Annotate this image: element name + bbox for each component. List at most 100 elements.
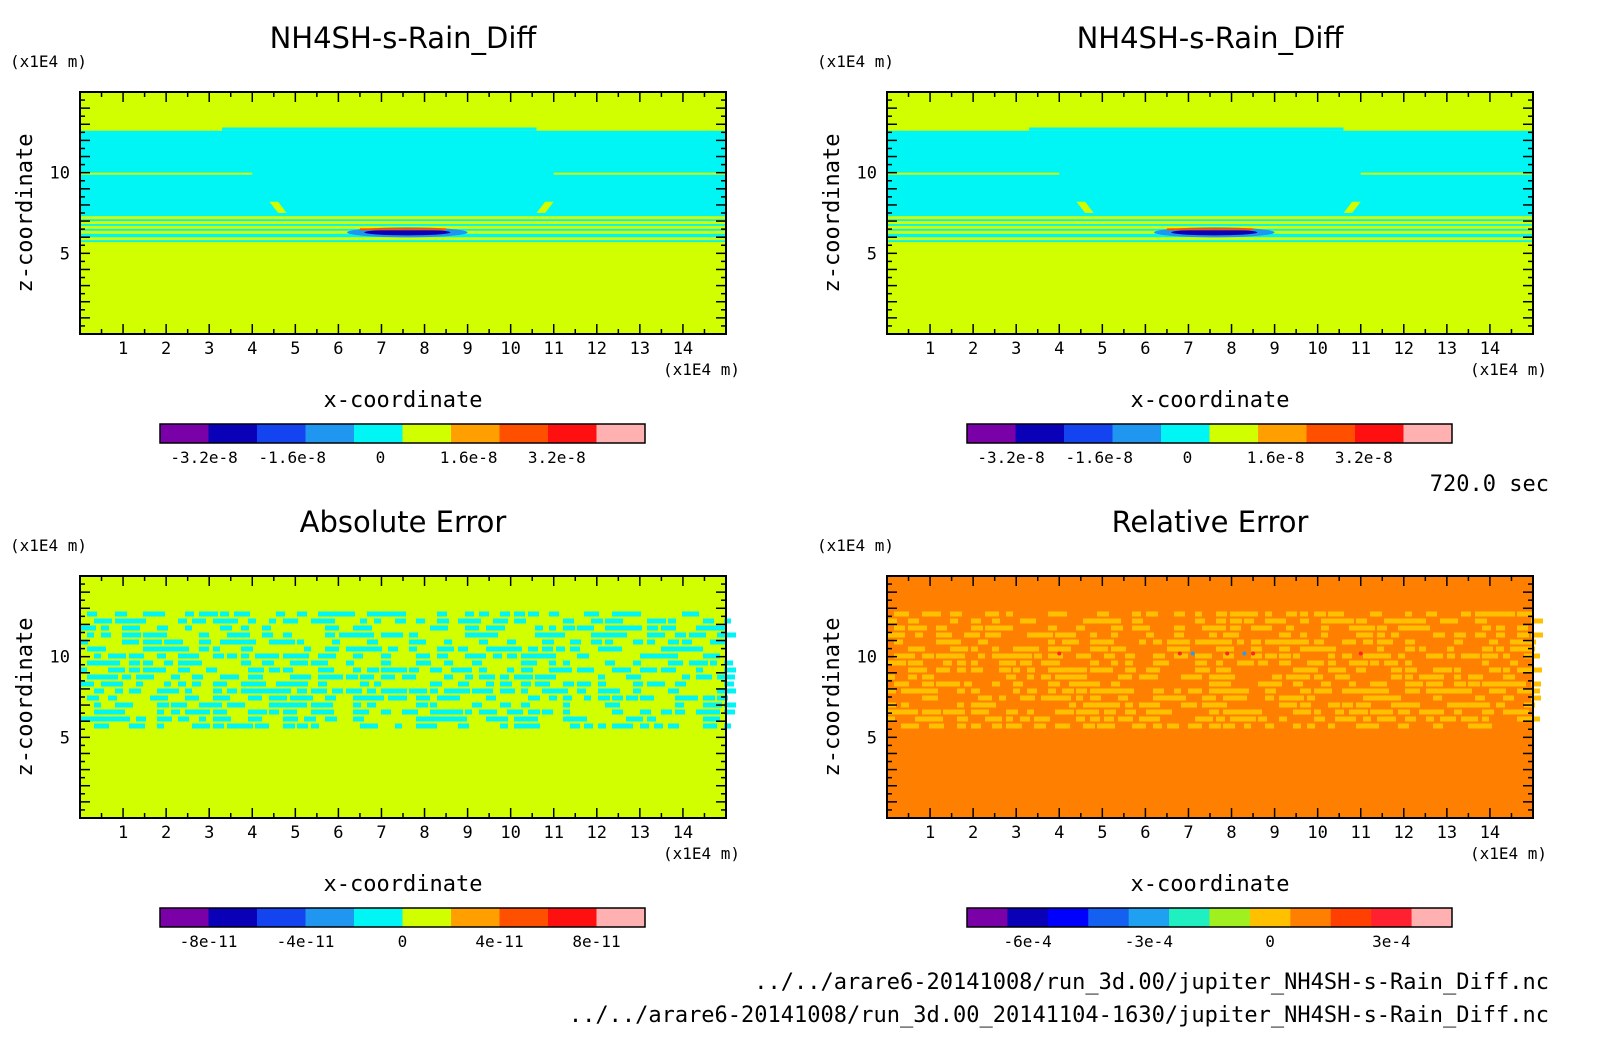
noise-cell <box>115 653 126 659</box>
noise-cell <box>1286 695 1298 701</box>
noise-cell <box>1349 625 1358 631</box>
noise-cell <box>171 688 179 694</box>
noise-cell <box>262 625 271 631</box>
noise-cell <box>1349 688 1358 694</box>
noise-cell <box>957 688 965 694</box>
noise-cell <box>1097 723 1105 729</box>
noise-cell <box>1321 625 1329 631</box>
noise-cell <box>150 611 160 617</box>
noise-cell <box>1125 653 1135 659</box>
noise-cell <box>710 660 717 666</box>
noise-cell <box>1503 709 1510 715</box>
noise-cell <box>1111 646 1122 652</box>
noise-cell <box>992 632 1001 638</box>
noise-cell <box>1300 702 1311 708</box>
noise-cell <box>444 660 453 666</box>
noise-cell <box>290 702 299 708</box>
noise-cell <box>304 646 311 652</box>
noise-cell <box>1384 660 1393 666</box>
noise-cell <box>318 702 327 708</box>
noise-cell <box>283 709 290 715</box>
noise-cell <box>1517 625 1528 631</box>
yellow-stripe <box>80 237 726 241</box>
noise-cell <box>1482 646 1493 652</box>
noise-cell <box>1517 681 1526 687</box>
noise-cell <box>150 639 162 645</box>
noise-cell <box>1195 611 1202 617</box>
noise-cell <box>1398 723 1409 729</box>
noise-cell <box>929 723 937 729</box>
noise-cell <box>1083 709 1094 715</box>
noise-cell <box>248 709 258 715</box>
noise-cell <box>894 632 905 638</box>
noise-cell <box>1447 618 1458 624</box>
noise-cell <box>437 653 448 659</box>
noise-cell <box>1370 688 1382 694</box>
noise-cell <box>598 674 605 680</box>
noise-cell <box>325 618 335 624</box>
noise-cell <box>1076 709 1084 715</box>
noise-cell <box>1391 667 1402 673</box>
x-tick-label: 12 <box>587 339 607 359</box>
noise-cell <box>1342 688 1352 694</box>
noise-cell <box>929 688 938 694</box>
colorbar-swatch <box>596 424 646 443</box>
noise-cell <box>1531 695 1541 701</box>
noise-cell <box>1209 639 1221 645</box>
noise-cell <box>915 625 927 631</box>
noise-cell <box>178 646 189 652</box>
noise-cell <box>192 653 199 659</box>
noise-cell <box>1083 723 1095 729</box>
noise-cell <box>668 639 679 645</box>
noise-cell <box>549 625 556 631</box>
noise-cell <box>360 632 371 638</box>
noise-cell <box>661 667 673 673</box>
noise-cell <box>929 709 941 715</box>
noise-cell <box>1293 639 1304 645</box>
noise-cell <box>1216 702 1227 708</box>
noise-cell <box>1181 674 1189 680</box>
noise-cell <box>612 702 620 708</box>
noise-cell <box>1321 688 1332 694</box>
noise-cell <box>1524 639 1536 645</box>
noise-cell <box>1265 625 1272 631</box>
noise-cell <box>577 716 587 722</box>
noise-cell <box>1265 695 1274 701</box>
noise-cell <box>381 660 391 666</box>
noise-cell <box>1517 611 1524 617</box>
noise-cell <box>346 674 358 680</box>
noise-cell <box>1118 674 1127 680</box>
noise-cell <box>409 688 420 694</box>
noise-cell <box>1293 709 1304 715</box>
noise-cell <box>416 688 427 694</box>
noise-cell <box>999 653 1006 659</box>
colorbar-swatch <box>1403 424 1453 443</box>
noise-cell <box>346 660 354 666</box>
noise-cell <box>528 709 540 715</box>
noise-cell <box>633 639 643 645</box>
noise-cell <box>248 639 256 645</box>
noise-cell <box>430 625 441 631</box>
noise-cell <box>1321 632 1328 638</box>
noise-cell <box>908 660 916 666</box>
colorbar-frame <box>159 423 646 444</box>
colorbar-tick-label: -3e-4 <box>1125 932 1173 951</box>
noise-cell <box>416 702 428 708</box>
x-tick-label: 4 <box>1054 823 1064 843</box>
x-axis-label: x-coordinate <box>324 388 483 413</box>
noise-cell <box>1279 702 1287 708</box>
noise-cell <box>129 618 137 624</box>
noise-cell <box>353 709 361 715</box>
noise-cell <box>1461 653 1471 659</box>
noise-cell <box>957 702 964 708</box>
noise-cell <box>87 660 95 666</box>
noise-cell <box>416 723 427 729</box>
noise-cell <box>943 667 950 673</box>
noise-cell <box>367 646 378 652</box>
noise-cell <box>1048 688 1056 694</box>
noise-cell <box>1069 702 1076 708</box>
colorbar-tick-label: 0 <box>1265 932 1275 951</box>
noise-cell <box>887 716 895 722</box>
noise-cell <box>542 709 553 715</box>
noise-cell <box>1020 695 1028 701</box>
